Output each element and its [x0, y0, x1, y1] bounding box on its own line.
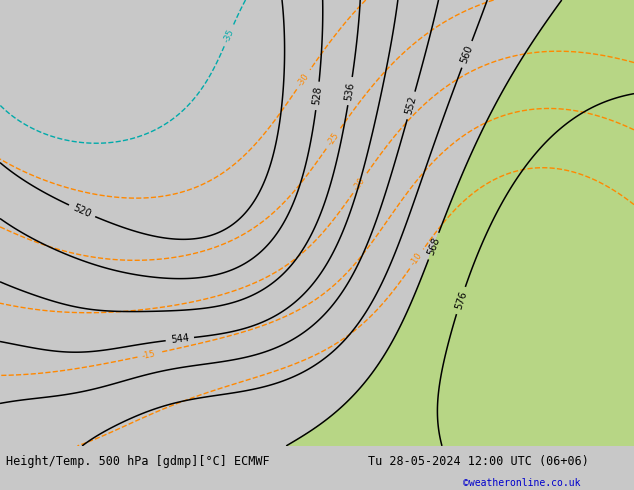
- Text: 560: 560: [459, 44, 475, 65]
- Text: -35: -35: [222, 27, 236, 44]
- Text: ©weatheronline.co.uk: ©weatheronline.co.uk: [463, 478, 580, 489]
- Text: 576: 576: [453, 290, 469, 311]
- Text: 544: 544: [170, 333, 190, 345]
- Text: 568: 568: [425, 236, 442, 257]
- Text: -15: -15: [141, 349, 157, 361]
- Text: Tu 28-05-2024 12:00 UTC (06+06): Tu 28-05-2024 12:00 UTC (06+06): [368, 455, 588, 468]
- Text: -25: -25: [325, 131, 340, 147]
- Text: 520: 520: [72, 202, 93, 220]
- Text: -20: -20: [352, 175, 367, 192]
- Text: 552: 552: [404, 95, 418, 116]
- Text: 536: 536: [344, 81, 356, 101]
- Text: -30: -30: [296, 72, 311, 88]
- Text: 528: 528: [311, 86, 323, 106]
- Text: -10: -10: [409, 251, 424, 267]
- Text: Height/Temp. 500 hPa [gdmp][°C] ECMWF: Height/Temp. 500 hPa [gdmp][°C] ECMWF: [6, 455, 270, 468]
